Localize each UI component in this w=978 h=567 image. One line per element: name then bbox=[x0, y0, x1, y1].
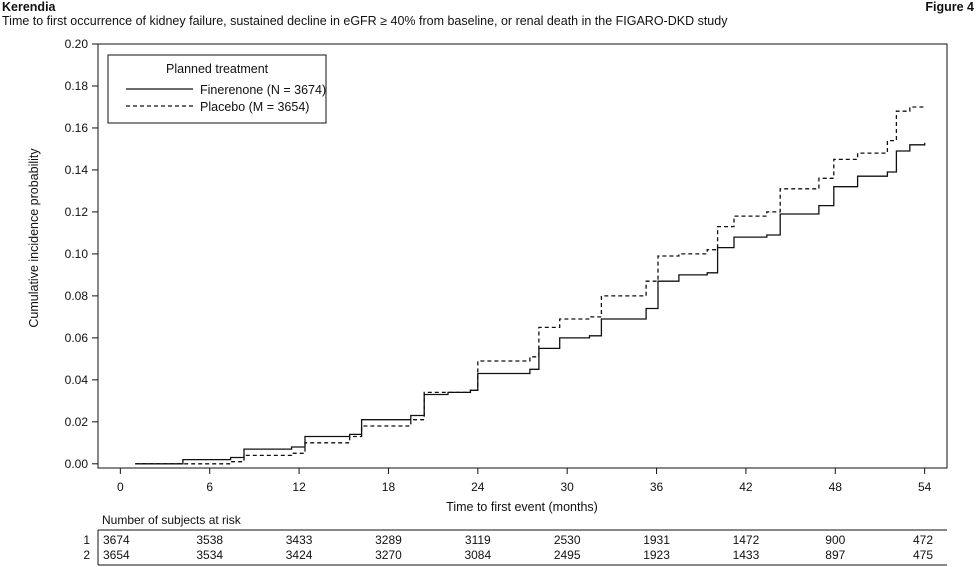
series-line-placebo bbox=[135, 106, 925, 465]
risk-cell: 3119 bbox=[465, 533, 491, 547]
x-tick-label: 24 bbox=[471, 480, 485, 494]
brand-title: Kerendia bbox=[2, 0, 56, 14]
x-axis: 0 6 12 18 24 30 36 42 48 54 bbox=[117, 468, 932, 494]
legend-title: Planned treatment bbox=[166, 62, 269, 76]
y-axis: 0.00 0.02 0.04 0.06 0.08 0.10 0.12 0.14 0.16 0.18… bbox=[65, 37, 98, 471]
risk-cell: 475 bbox=[913, 548, 933, 562]
risk-cell: 3084 bbox=[464, 548, 491, 562]
risk-cell: 3654 bbox=[103, 548, 130, 562]
risk-cell: 897 bbox=[825, 548, 845, 562]
x-tick-label: 18 bbox=[382, 480, 396, 494]
risk-cell: 3538 bbox=[196, 533, 223, 547]
risk-cell: 3674 bbox=[103, 533, 130, 547]
y-tick-label: 0.08 bbox=[65, 289, 89, 303]
risk-cell: 3289 bbox=[375, 533, 402, 547]
risk-table: Number of subjects at risk 1 3674 3538 3433… bbox=[83, 513, 947, 566]
x-tick-label: 42 bbox=[739, 480, 753, 494]
plot-frame bbox=[97, 43, 948, 469]
risk-cell: 3270 bbox=[375, 548, 402, 562]
y-tick-label: 0.10 bbox=[65, 247, 89, 261]
x-tick-label: 6 bbox=[206, 480, 213, 494]
y-tick-label: 0.06 bbox=[65, 331, 89, 345]
x-tick-label: 54 bbox=[918, 480, 932, 494]
chart-subtitle: Time to first occurrence of kidney failu… bbox=[2, 14, 728, 28]
y-tick-label: 0.04 bbox=[65, 373, 89, 387]
x-tick-label: 12 bbox=[292, 480, 306, 494]
risk-row-label: 2 bbox=[83, 548, 90, 562]
x-tick-label: 0 bbox=[117, 480, 124, 494]
risk-cell: 3433 bbox=[286, 533, 313, 547]
risk-cell: 1931 bbox=[643, 533, 670, 547]
y-tick-label: 0.18 bbox=[65, 79, 89, 93]
y-tick-label: 0.12 bbox=[65, 205, 89, 219]
risk-cell: 472 bbox=[913, 533, 933, 547]
x-tick-label: 30 bbox=[561, 480, 575, 494]
risk-cell: 1472 bbox=[733, 533, 760, 547]
risk-row-label: 1 bbox=[83, 533, 90, 547]
y-tick-label: 0.14 bbox=[65, 163, 89, 177]
figure-label: Figure 4 bbox=[925, 0, 974, 14]
legend-box bbox=[107, 54, 327, 124]
risk-cell: 900 bbox=[825, 533, 845, 547]
y-axis-title: Cumulative incidence probability bbox=[27, 148, 41, 328]
risk-cell: 1923 bbox=[643, 548, 670, 562]
y-tick-label: 0.16 bbox=[65, 121, 89, 135]
y-tick-label: 0.02 bbox=[65, 415, 89, 429]
y-tick-label: 0.00 bbox=[65, 457, 89, 471]
legend: Planned treatment Finerenone (N = 3674) … bbox=[107, 54, 327, 124]
risk-cell: 2530 bbox=[554, 533, 581, 547]
risk-cell: 2495 bbox=[554, 548, 581, 562]
x-tick-label: 36 bbox=[650, 480, 664, 494]
risk-cell: 3534 bbox=[196, 548, 223, 562]
series-line-finerenone bbox=[135, 142, 926, 465]
x-axis-title: Time to first event (months) bbox=[446, 500, 598, 514]
risk-table-title: Number of subjects at risk bbox=[102, 513, 242, 527]
legend-label-placebo: Placebo (M = 3654) bbox=[200, 100, 309, 114]
x-tick-label: 48 bbox=[829, 480, 843, 494]
y-tick-label: 0.20 bbox=[65, 37, 89, 51]
risk-cell: 1433 bbox=[733, 548, 760, 562]
risk-cell: 3424 bbox=[286, 548, 313, 562]
legend-label-finerenone: Finerenone (N = 3674) bbox=[200, 83, 326, 97]
series-layer bbox=[135, 106, 926, 465]
